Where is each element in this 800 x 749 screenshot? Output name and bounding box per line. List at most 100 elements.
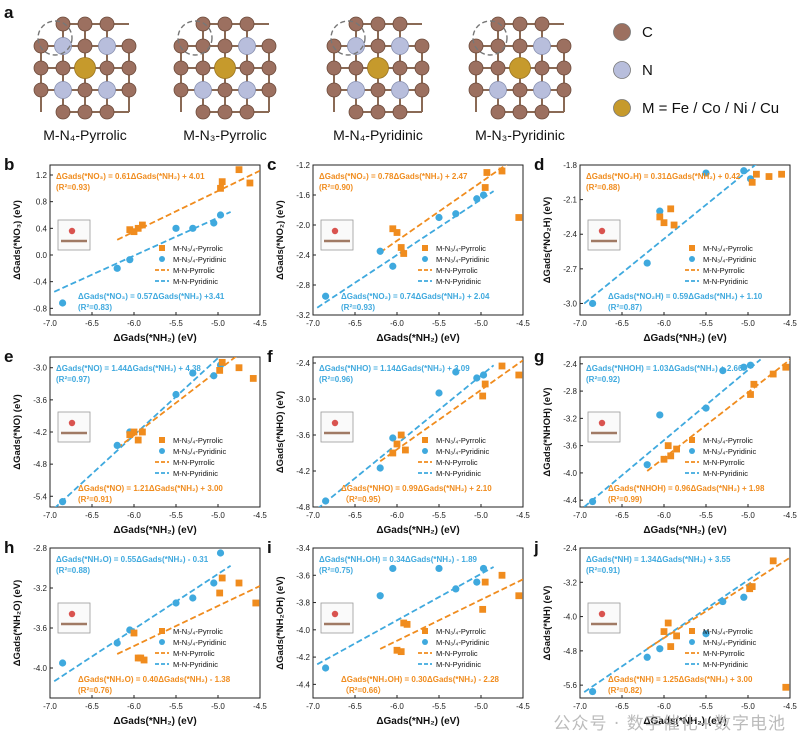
nitrogen-atom — [391, 37, 409, 55]
vacancy-highlight — [472, 20, 508, 56]
legend-label: M-N-Pyrrolic — [436, 266, 478, 275]
x-tick-label: -6.5 — [85, 511, 99, 520]
point-pyrrolic — [481, 380, 489, 388]
fit-line-pyrrolic — [646, 556, 790, 650]
r2-top: (R²=0.92) — [586, 375, 620, 384]
inset-adsorbate — [598, 610, 606, 618]
structure-pyridinic-3: M-N₃-Pyridinic — [468, 16, 572, 143]
legend-label: M-N₃/₄-Pyrrolic — [703, 627, 753, 636]
point-pyrrolic — [656, 213, 664, 221]
point-pyridinic — [172, 599, 180, 607]
x-tick-label: -6.5 — [85, 702, 99, 711]
y-tick-label: -0.8 — [33, 304, 47, 313]
structure-label: M-N₃-Pyridinic — [475, 127, 565, 143]
point-pyrrolic — [479, 605, 487, 613]
point-pyridinic — [126, 256, 134, 264]
plot-frame — [579, 547, 791, 699]
legend-marker — [422, 256, 428, 262]
carbon-atom — [414, 38, 430, 54]
y-tick-label: -3.4 — [296, 544, 310, 553]
point-pyrrolic — [498, 362, 506, 370]
point-pyrrolic — [664, 619, 672, 627]
point-pyridinic — [473, 374, 481, 382]
point-pyrrolic — [130, 428, 138, 436]
y-tick-label: -2.4 — [296, 251, 310, 260]
y-tick-label: -4.4 — [296, 680, 310, 689]
legend-label: M-N-Pyridinic — [173, 660, 218, 669]
y-tick-label: -2.8 — [33, 544, 47, 553]
adsorption-inset — [320, 411, 354, 443]
nitrogen-atom — [533, 37, 551, 55]
y-tick-label: -4.2 — [296, 467, 310, 476]
y-tick-label: -3.6 — [33, 624, 47, 633]
r2-top: (R²=0.88) — [586, 183, 620, 192]
carbon-atom — [77, 38, 93, 54]
carbon-atom — [326, 60, 342, 76]
y-tick-label: -5.4 — [33, 492, 47, 501]
r2-top: (R²=0.93) — [56, 183, 90, 192]
point-pyridinic — [643, 259, 651, 267]
point-pyridinic — [479, 371, 488, 379]
point-pyrrolic — [481, 578, 489, 586]
carbon-atom — [55, 104, 71, 120]
fit-line-pyridinic — [53, 211, 231, 293]
point-pyrrolic — [667, 205, 675, 213]
structure-label: M-N₃-Pyrrolic — [183, 127, 266, 143]
carbon-atom — [490, 60, 506, 76]
fit-line-pyridinic — [316, 566, 495, 666]
x-tick-label: -5.5 — [432, 511, 446, 520]
point-pyridinic — [589, 299, 597, 308]
y-tick-label: -2.0 — [296, 221, 310, 230]
point-pyrrolic — [479, 392, 487, 400]
point-pyrrolic — [134, 224, 142, 232]
point-pyridinic — [210, 579, 218, 587]
x-tick-label: -5.0 — [211, 319, 225, 328]
point-pyridinic — [113, 264, 121, 272]
nitrogen-atom — [194, 81, 212, 99]
y-tick-label: -2.8 — [563, 387, 577, 396]
y-tick-label: -0.4 — [33, 278, 47, 287]
x-tick-label: -4.5 — [253, 319, 267, 328]
carbon-atom — [217, 104, 233, 120]
carbon-atom — [490, 16, 506, 32]
inset-adsorbate — [68, 227, 76, 235]
carbon-atom — [217, 82, 233, 98]
legend-label: M-N-Pyrrolic — [173, 458, 215, 467]
x-tick-label: -5.0 — [741, 702, 755, 711]
chart-h: h -7.0 -6.5 -6.0 -5.5 -5.0 -4.5 -4.0 -3.6 -3.2 -2.… — [4, 538, 267, 727]
carbon-atom — [348, 16, 364, 32]
equation-top: ΔGads(*NO₂H) = 0.31ΔGads(*NH₂) + 0.42 — [586, 172, 741, 181]
carbon-atom — [512, 82, 528, 98]
legend-label: M-N₃/₄-Pyrrolic — [703, 436, 753, 445]
vacancy-highlight — [330, 20, 366, 56]
point-pyridinic — [376, 464, 384, 472]
carbon-atom — [556, 60, 572, 76]
legend-marker — [689, 639, 695, 645]
x-tick-label: -6.0 — [390, 319, 404, 328]
equation-top: ΔGads(*NH) = 1.34ΔGads(*NH₂) + 3.55 — [586, 555, 731, 564]
point-pyrrolic — [216, 589, 224, 597]
x-tick-label: -6.5 — [615, 511, 629, 520]
y-axis-label: ΔGads(*NHO) (eV) — [275, 391, 286, 473]
point-pyrrolic — [397, 431, 405, 439]
y-tick-label: -3.2 — [563, 414, 577, 423]
point-pyrrolic — [660, 628, 668, 635]
x-tick-label: -4.5 — [516, 702, 530, 711]
x-tick-label: -6.5 — [348, 319, 362, 328]
plot-frame — [49, 164, 261, 316]
carbon-atom — [99, 104, 115, 120]
carbon-atom — [99, 60, 115, 76]
point-pyridinic — [643, 461, 651, 469]
vacancy-highlight — [177, 20, 213, 56]
point-pyrrolic — [400, 250, 408, 257]
point-pyrrolic — [748, 583, 756, 590]
fit-line-pyridinic — [583, 358, 762, 507]
y-tick-label: -2.4 — [563, 544, 577, 553]
x-tick-label: -4.5 — [253, 702, 267, 711]
x-tick-label: -6.0 — [657, 511, 671, 520]
panel-letter-j: j — [533, 538, 539, 557]
point-pyrrolic — [134, 436, 142, 444]
y-tick-label: -3.6 — [296, 571, 310, 580]
equation-bottom: ΔGads(*NO₃) = 0.57ΔGads(*NH₂) +3.41 — [78, 292, 225, 301]
